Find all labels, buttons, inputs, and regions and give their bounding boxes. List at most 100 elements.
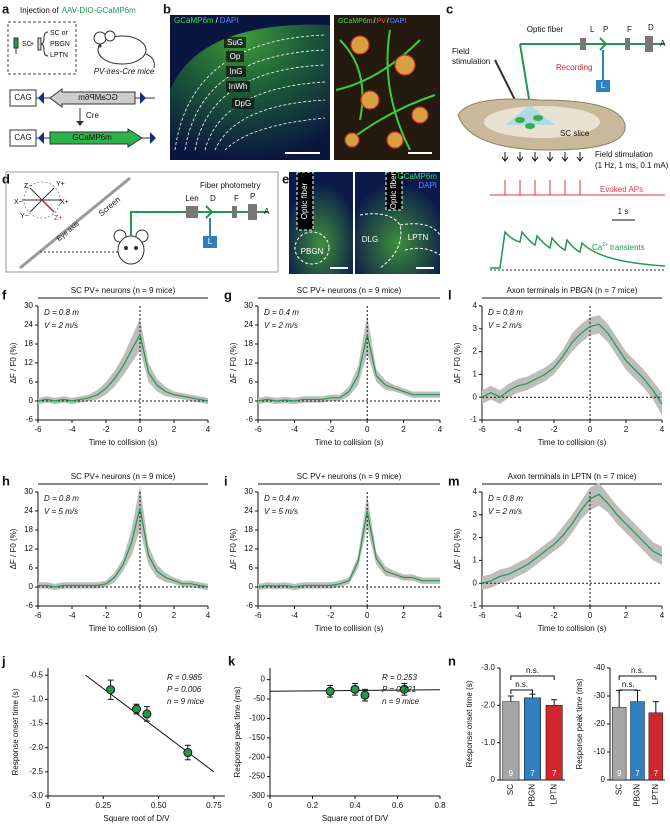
c-part: L <box>590 25 595 34</box>
x-tick-label: -2 <box>102 425 110 434</box>
e-stain: DAPI <box>418 181 437 190</box>
region-outline <box>359 213 441 269</box>
syringe <box>13 37 19 54</box>
y-tick-label: -0.5 <box>29 670 43 679</box>
layer-labels: SuG Op InG InWh DpG <box>224 37 254 109</box>
c-led: L <box>601 81 606 90</box>
x-tick-label: 4 <box>206 425 211 434</box>
y-tick-label: -10 <box>593 747 605 756</box>
d-setup: Fiber photometry <box>200 181 260 190</box>
y-tick-label: 0 <box>473 392 478 401</box>
x-tick-label: -4 <box>68 425 76 434</box>
x-tick-label: 0.8 <box>434 801 446 810</box>
calcium-trace <box>490 230 666 269</box>
y-tick-label: 0 <box>29 396 34 405</box>
y-tick-label: 6 <box>249 377 254 386</box>
bar <box>502 701 520 781</box>
panel-label: n <box>448 653 456 668</box>
y-tick-label: -3.0 <box>481 663 495 672</box>
x-tick-label: 4 <box>206 611 211 620</box>
d-part: F <box>234 194 239 203</box>
panel-d: Z− Y+ X− X+ Y− Z+ Screen Eye axis Fiber … <box>5 171 279 273</box>
d-led: L <box>208 237 213 246</box>
ap-trace <box>490 180 665 196</box>
y-axis-label: ΔF / F0 (%) <box>453 342 462 383</box>
b-stain-right: GCaMP6m/PV/DAPI <box>338 18 406 25</box>
a-site: SC <box>22 41 32 48</box>
x-tick-label: -6 <box>254 611 262 620</box>
dichroic <box>205 205 214 219</box>
e-region: PBGN <box>301 247 324 256</box>
x-tick-label: 2 <box>172 425 177 434</box>
panel-e: Optic fiber Optic fiber PBGN DLG LPTN GC… <box>289 171 441 274</box>
x-tick-label: 0 <box>268 801 273 810</box>
y-tick-label: -1.0 <box>29 695 43 704</box>
c-protocol: (1 Hz, 1 ms, 0.1 mA) <box>595 161 669 170</box>
count-label: 7 <box>552 769 557 778</box>
y-tick-label: 6 <box>249 563 254 572</box>
calcium-text: 2+ <box>602 242 608 248</box>
x-tick-label: 0 <box>365 611 370 620</box>
detector <box>645 36 653 52</box>
c-part: F <box>627 25 632 34</box>
x-tick-label: -6 <box>34 611 42 620</box>
chart-title: SC PV+ neurons (n = 9 mice) <box>297 286 402 295</box>
y-tick-label: 2 <box>473 533 478 542</box>
x-tick-label: 0.6 <box>392 801 404 810</box>
panel-label: m <box>448 473 460 488</box>
panel-label: a <box>2 1 10 16</box>
y-tick-label: -2.0 <box>481 700 495 709</box>
filter <box>625 38 630 50</box>
sig-bracket <box>618 689 638 694</box>
stain-text: PV <box>377 18 387 25</box>
y-tick-label: 3 <box>473 324 478 333</box>
count-label: 7 <box>530 769 535 778</box>
x-tick-label: -4 <box>68 611 76 620</box>
x-tick-label: LPTN <box>549 784 558 805</box>
x-axis-label: Time to collision (s) <box>538 624 607 633</box>
stain-text: DAPI <box>220 16 239 25</box>
stain-text: / <box>374 18 376 25</box>
y-axis-label: ΔF / F0 (%) <box>9 342 18 383</box>
y-tick-label: 24 <box>24 506 33 515</box>
bar <box>630 701 645 781</box>
y-tick-label: 1 <box>473 370 478 379</box>
d-part: P <box>250 192 255 201</box>
x-tick-label: -2 <box>550 611 558 620</box>
d-part: Len <box>185 194 198 203</box>
point <box>325 686 335 696</box>
x-tick-label: -4 <box>291 611 299 620</box>
y-tick-label: -30 <box>593 691 605 700</box>
y-tick-label: 18 <box>24 525 33 534</box>
x-axis-label: Time to collision (s) <box>89 624 158 633</box>
panel-label: i <box>224 473 228 488</box>
y-tick-label: -6 <box>26 601 34 610</box>
x-tick-label: 0 <box>46 801 51 810</box>
c-slice: SC slice <box>560 129 590 138</box>
calcium-text: transients <box>610 243 645 252</box>
y-tick-label: 3 <box>473 510 478 519</box>
y-tick-label: 0 <box>473 578 478 587</box>
x-tick-label: 4 <box>438 425 443 434</box>
x-tick-label: 0.50 <box>151 801 167 810</box>
c-protocol: Field stimulation <box>595 150 653 159</box>
c-stim: stimulation <box>452 57 490 66</box>
y-tick-label: 0 <box>601 775 606 784</box>
panel-a: Injection of AAV-DIO-GCaMP6m SC + SC or P… <box>7 6 156 148</box>
tissue <box>170 24 330 161</box>
point <box>360 690 370 700</box>
x-tick-label: PBGN <box>528 784 537 807</box>
annotation: V = 2 m/s <box>44 321 78 330</box>
x-tick-label: SC <box>506 784 515 795</box>
y-tick-label: 18 <box>24 339 33 348</box>
y-tick-label: 12 <box>244 358 253 367</box>
x-tick-label: 0.25 <box>96 801 112 810</box>
y-tick-label: 30 <box>244 301 253 310</box>
x-tick-label: 0.4 <box>349 801 361 810</box>
annotation: V = 2 m/s <box>264 321 298 330</box>
x-axis-label: Time to collision (s) <box>538 438 607 447</box>
calcium-text: Ca <box>592 243 603 252</box>
y-tick-label: 18 <box>244 339 253 348</box>
dichroic <box>599 37 608 51</box>
annotation: R = 0.985 <box>167 673 202 682</box>
